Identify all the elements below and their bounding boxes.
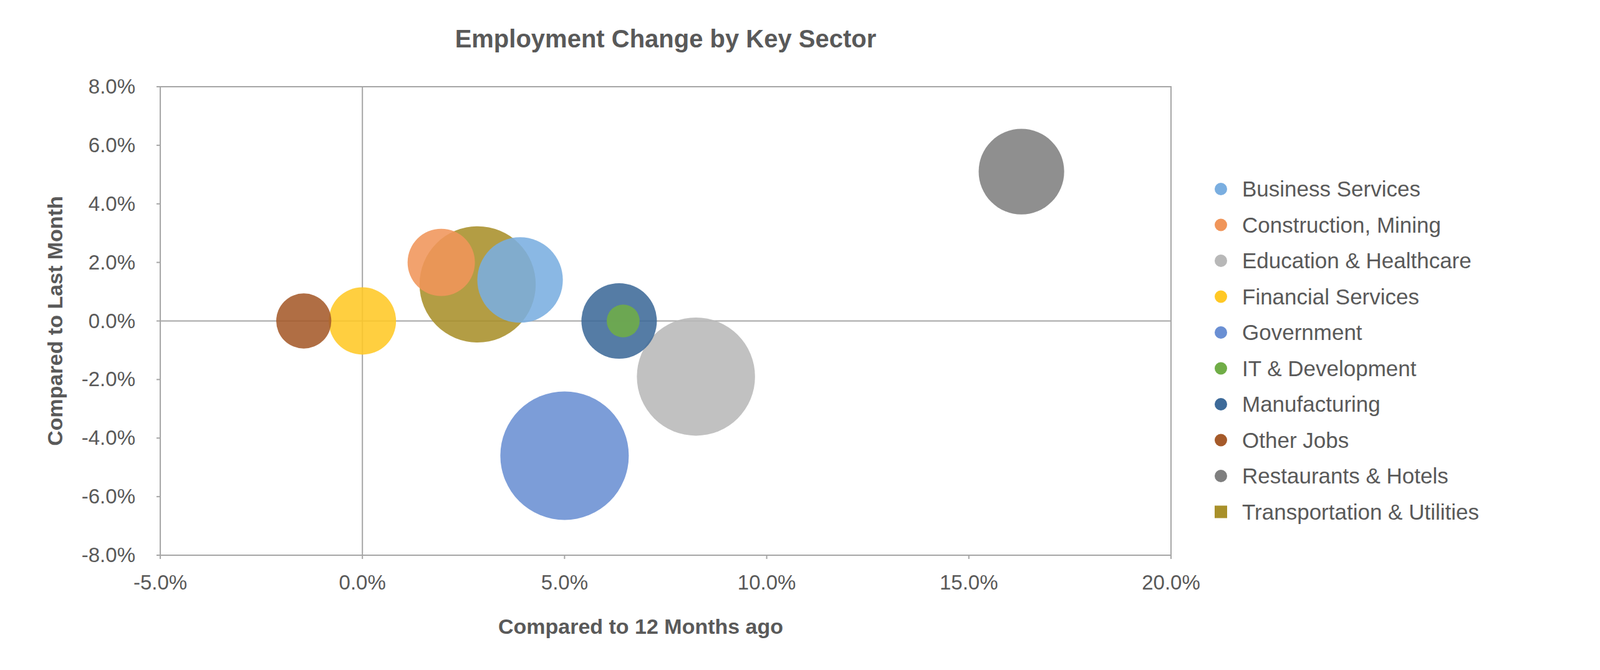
legend-label: Manufacturing: [1242, 391, 1381, 416]
y-tick: [156, 261, 161, 264]
bubbles: [276, 129, 1065, 521]
y-tick: [156, 495, 161, 497]
x-tick: [361, 554, 363, 559]
legend-swatch: [1214, 218, 1228, 232]
x-tick-label: -5.0%: [133, 570, 188, 594]
legend-swatch: [1214, 469, 1228, 482]
legend-label: Education & Healthcare: [1242, 248, 1472, 273]
chart: Employment Change by Key Sector -5.0% 0.0%…: [0, 0, 1600, 670]
legend-swatch: [1214, 505, 1228, 519]
y-tick: [156, 203, 161, 205]
y-tick: [156, 144, 161, 146]
bubble: [500, 390, 629, 520]
y-tick: [156, 86, 161, 88]
bubble: [606, 304, 640, 338]
x-tick-label: 15.0%: [939, 570, 999, 594]
legend-label: Other Jobs: [1242, 427, 1349, 453]
x-tick: [968, 554, 970, 559]
legend-swatch: [1214, 290, 1228, 304]
legend-swatch: [1214, 182, 1228, 196]
y-tick-label: -8.0%: [81, 543, 136, 567]
legend-swatch: [1214, 326, 1228, 339]
x-tick-label: 0.0%: [339, 570, 386, 594]
bubble: [407, 228, 476, 297]
legend-label: IT & Development: [1242, 356, 1417, 381]
legend-label: Government: [1242, 319, 1363, 345]
legend-label: Financial Services: [1242, 284, 1420, 309]
plot-frame: [160, 86, 1172, 555]
y-tick-label: 8.0%: [88, 74, 136, 98]
y-tick-label: -2.0%: [81, 367, 136, 391]
y-tick-label: 2.0%: [88, 250, 136, 274]
bubble: [581, 283, 657, 359]
x-tick: [1170, 554, 1172, 559]
y-tick-label: -4.0%: [81, 425, 136, 449]
y-tick-label: 4.0%: [88, 192, 136, 216]
y-tick: [156, 378, 161, 380]
x-tick-label: 20.0%: [1141, 570, 1201, 594]
y-tick-label: 0.0%: [88, 309, 136, 333]
x-tick: [563, 554, 565, 559]
bubble: [978, 129, 1065, 215]
bubble: [328, 287, 396, 355]
legend-swatch: [1214, 397, 1228, 411]
chart-title: Employment Change by Key Sector: [455, 24, 877, 53]
legend-label: Restaurants & Hotels: [1242, 463, 1449, 488]
legend-swatch: [1214, 254, 1228, 267]
y-tick: [156, 554, 161, 556]
legend-swatch: [1214, 362, 1228, 375]
legend-label: Business Services: [1242, 176, 1421, 201]
y-tick: [156, 437, 161, 439]
y-tick: [156, 320, 161, 322]
bubble: [477, 236, 563, 323]
y-tick-label: -6.0%: [81, 484, 136, 508]
legend-swatch: [1214, 433, 1228, 447]
y-tick-label: 6.0%: [88, 133, 136, 157]
x-tick-label: 10.0%: [737, 570, 797, 594]
bubble: [276, 293, 332, 348]
bubble: [636, 317, 756, 436]
legend-label: Construction, Mining: [1242, 212, 1441, 237]
legend-label: Transportation & Utilities: [1242, 499, 1480, 524]
x-tick-label: 5.0%: [541, 570, 588, 594]
y-axis-label: Compared to Last Month: [43, 195, 67, 446]
x-tick: [766, 554, 768, 559]
x-axis-label: Compared to 12 Months ago: [498, 614, 784, 638]
